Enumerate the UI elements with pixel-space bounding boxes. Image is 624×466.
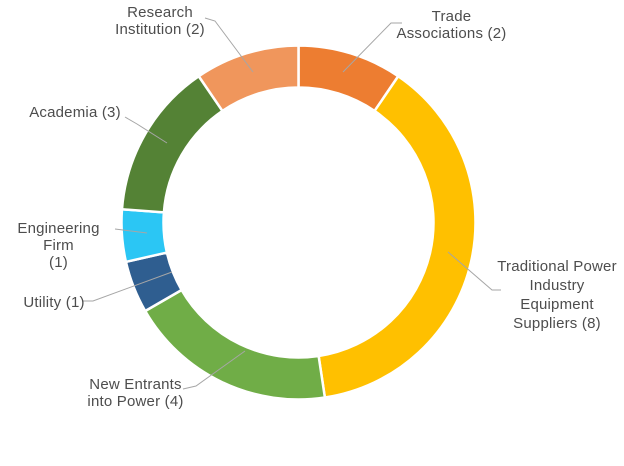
label-line: Suppliers (8): [513, 315, 601, 332]
label-line: Institution (2): [115, 21, 205, 38]
label-research-institution: Research Institution (2): [100, 4, 220, 38]
label-academia: Academia (3): [15, 104, 135, 121]
leader-new-entrants-line: [182, 350, 246, 390]
label-line: into Power (4): [87, 393, 184, 410]
label-trade-associations: Trade Associations (2): [391, 8, 512, 42]
leader-trade-associations-line: [342, 22, 402, 73]
label-new-entrants-into-power: New Entrants into Power (4): [76, 376, 195, 410]
leader-academia-line: [124, 116, 168, 144]
donut-slice-academia: [120, 75, 224, 214]
leader-engineering-firm-line: [114, 228, 148, 234]
label-engineering-firm: Engineering Firm (1): [0, 220, 117, 271]
label-line: Research: [127, 4, 193, 21]
leader-research-institution-line: [204, 17, 254, 73]
donut-slice-research-institution: [197, 44, 300, 113]
label-line: Trade: [431, 8, 472, 25]
label-line: New Entrants: [89, 376, 182, 393]
donut-slice-engineering-firm: [120, 208, 169, 264]
label-line: Industry: [529, 277, 585, 294]
label-line: Traditional Power: [497, 258, 617, 275]
label-line: Academia (3): [29, 104, 121, 121]
label-utility: Utility (1): [4, 294, 104, 311]
label-line: Engineering Firm: [17, 220, 100, 254]
leader-traditional-power-line: [447, 251, 501, 291]
label-traditional-power-industry-equipment-suppliers: Traditional Power Industry Equipment Sup…: [496, 257, 618, 333]
donut-slice-traditional-power-industry-equipment-suppliers: [317, 75, 477, 399]
label-line: (1): [49, 254, 68, 271]
leader-utility-line: [82, 271, 173, 302]
label-line: Equipment: [520, 296, 594, 313]
label-line: Associations (2): [396, 25, 507, 42]
label-line: Utility (1): [23, 294, 85, 311]
donut-slices: [120, 44, 477, 401]
leader-lines: [82, 17, 501, 390]
